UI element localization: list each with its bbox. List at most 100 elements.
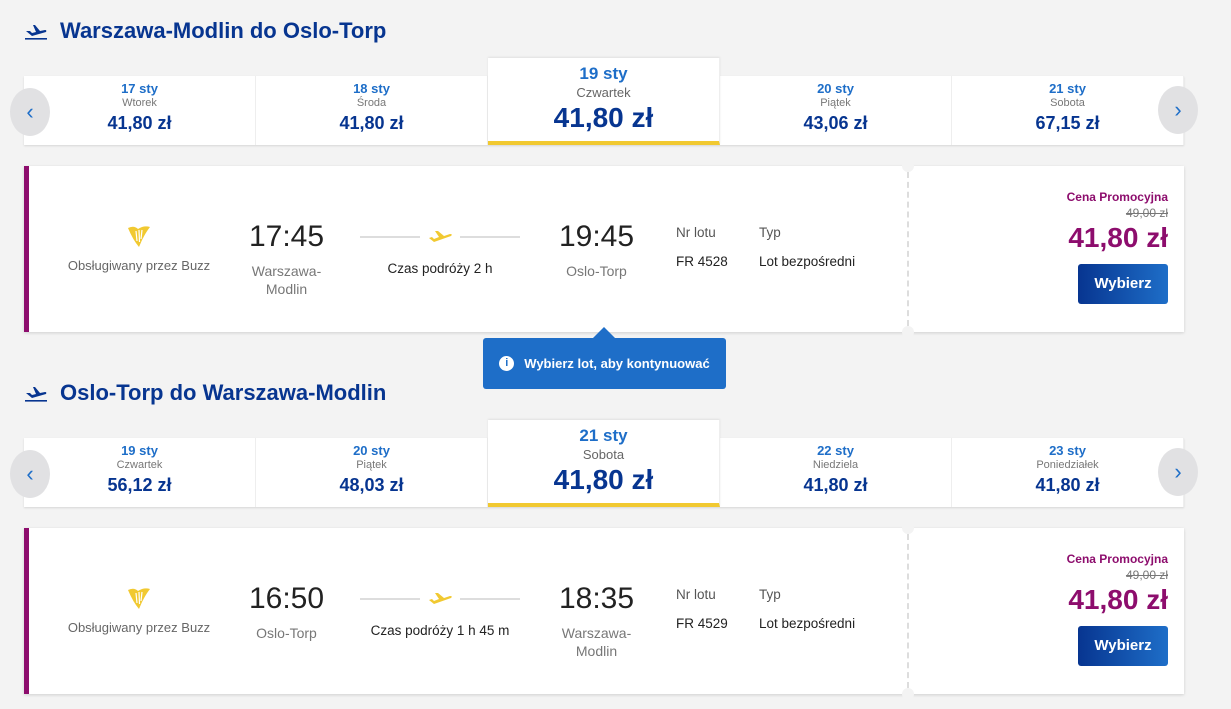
date-label: 23 sty [1049, 443, 1086, 458]
date-option[interactable]: 20 sty Piątek 43,06 zł [720, 76, 952, 145]
section-title: Oslo-Torp do Warszawa-Modlin [24, 380, 386, 406]
date-price: 67,15 zł [1035, 113, 1100, 133]
flight-number-label: Nr lotu [676, 587, 716, 602]
next-dates-button[interactable]: › [1158, 86, 1198, 134]
type-label: Typ [759, 587, 781, 602]
flight-type: Lot bezpośredni [759, 254, 856, 269]
departure-plane-icon [24, 22, 48, 40]
operator-label: Obsługiwany przez Buzz [67, 620, 211, 635]
date-price: 48,03 zł [339, 475, 404, 495]
promo-label: Cena Promocyjna [1066, 190, 1168, 204]
ticket-notch [902, 160, 914, 172]
arrival-city: Warszawa-Modlin [561, 625, 632, 659]
chevron-left-icon: ‹ [26, 461, 34, 486]
date-option-selected[interactable]: 21 sty Sobota 41,80 zł [488, 420, 720, 507]
weekday-label: Wtorek [122, 97, 157, 109]
prev-dates-button[interactable]: ‹ [10, 450, 50, 498]
ryanair-harp-logo [128, 588, 150, 609]
info-icon: i [499, 356, 515, 371]
ticket-divider [907, 534, 909, 688]
departure-city: Warszawa-Modlin [251, 263, 322, 297]
route-line [360, 236, 420, 238]
promo-price: 41,80 zł [1068, 584, 1168, 615]
date-option[interactable]: 23 sty Poniedziałek 41,80 zł [952, 438, 1184, 507]
date-price: 41,80 zł [1035, 475, 1100, 495]
flight-plane-icon [428, 591, 454, 610]
price-box: Cena Promocyjna 49,00 zł 41,80 zł Wybier… [1067, 190, 1168, 304]
chevron-right-icon: › [1174, 459, 1182, 484]
ticket-notch [902, 522, 914, 534]
departure-time: 17:45 [248, 220, 325, 253]
next-dates-button[interactable]: › [1158, 448, 1198, 496]
operator: Obsługiwany przez Buzz [59, 586, 219, 635]
departure-plane-icon [24, 384, 48, 402]
departure-time: 16:50 [248, 582, 325, 615]
flight-type: Lot bezpośredni [759, 616, 856, 631]
date-label: 19 sty [579, 64, 628, 83]
route-line [360, 598, 420, 600]
date-label: 19 sty [121, 443, 158, 458]
date-option[interactable]: 17 sty Wtorek 41,80 zł [24, 76, 256, 145]
old-price: 49,00 zł [1125, 206, 1168, 220]
flight-duration: Czas podróży 2 h [387, 261, 493, 276]
date-option-selected[interactable]: 19 sty Czwartek 41,80 zł [488, 58, 720, 145]
select-flight-button[interactable]: Wybierz [1078, 626, 1168, 666]
arrival: 19:45 Oslo-Torp [539, 220, 654, 280]
date-label: 21 sty [579, 426, 628, 445]
date-option[interactable]: 21 sty Sobota 67,15 zł [952, 76, 1184, 145]
arrival: 18:35 Warszawa-Modlin [539, 582, 654, 660]
weekday-label: Czwartek [116, 459, 163, 471]
weekday-label: Sobota [1050, 97, 1085, 109]
departure: 16:50 Oslo-Torp [229, 582, 344, 642]
old-price: 49,00 zł [1125, 568, 1168, 582]
ryanair-harp-logo [128, 226, 150, 247]
departure-city: Oslo-Torp [256, 625, 317, 641]
select-flight-button[interactable]: Wybierz [1078, 264, 1168, 304]
date-label: 20 sty [353, 443, 390, 458]
date-price: 41,80 zł [803, 475, 868, 495]
date-carousel: 19 sty Czwartek 56,12 zł 20 sty Piątek 48,03 … [24, 420, 1184, 507]
chevron-left-icon: ‹ [26, 99, 34, 124]
date-label: 22 sty [817, 443, 854, 458]
ticket-notch [902, 326, 914, 338]
flight-number-label: Nr lotu [676, 225, 716, 240]
departure: 17:45 Warszawa-Modlin [229, 220, 344, 298]
arrival-city: Oslo-Torp [566, 263, 627, 279]
type-label: Typ [759, 225, 781, 240]
flight-number: FR 4528 [676, 254, 728, 269]
promo-price: 41,80 zł [1068, 222, 1168, 253]
date-option[interactable]: 20 sty Piątek 48,03 zł [256, 438, 488, 507]
weekday-label: Piątek [820, 97, 851, 109]
chevron-right-icon: › [1174, 97, 1182, 122]
date-option[interactable]: 19 sty Czwartek 56,12 zł [24, 438, 256, 507]
date-option[interactable]: 22 sty Niedziela 41,80 zł [720, 438, 952, 507]
weekday-label: Środa [356, 97, 387, 109]
route-title: Oslo-Torp do Warszawa-Modlin [60, 380, 387, 405]
date-price: 41,80 zł [107, 113, 172, 133]
date-carousel: 17 sty Wtorek 41,80 zł 18 sty Środa 41,80 zł 1… [24, 58, 1184, 145]
date-label: 21 sty [1049, 81, 1086, 96]
flight-duration: Czas podróży 1 h 45 m [370, 623, 510, 638]
date-price: 41,80 zł [553, 464, 654, 495]
date-label: 20 sty [817, 81, 854, 96]
flight-card: Obsługiwany przez Buzz 16:50 Oslo-Torp Cz… [24, 522, 1184, 700]
date-option[interactable]: 18 sty Środa 41,80 zł [256, 76, 488, 145]
continue-tooltip: i Wybierz lot, aby kontynuować [483, 327, 726, 389]
flight-number: FR 4529 [676, 616, 728, 631]
arrival-time: 18:35 [558, 582, 635, 615]
date-price: 43,06 zł [803, 113, 868, 133]
weekday-label: Niedziela [812, 459, 859, 471]
tooltip-text: Wybierz lot, aby kontynuować [524, 356, 710, 371]
ticket-notch [902, 688, 914, 700]
route-line [460, 236, 520, 238]
weekday-label: Piątek [356, 459, 387, 471]
section-title: Warszawa-Modlin do Oslo-Torp [24, 18, 386, 44]
date-price: 41,80 zł [553, 102, 654, 133]
price-box: Cena Promocyjna 49,00 zł 41,80 zł Wybier… [1067, 552, 1168, 666]
date-label: 18 sty [353, 81, 390, 96]
weekday-label: Sobota [582, 447, 625, 462]
route-line [460, 598, 520, 600]
prev-dates-button[interactable]: ‹ [10, 88, 50, 136]
ticket-divider [907, 172, 909, 326]
weekday-label: Poniedziałek [1036, 459, 1099, 471]
